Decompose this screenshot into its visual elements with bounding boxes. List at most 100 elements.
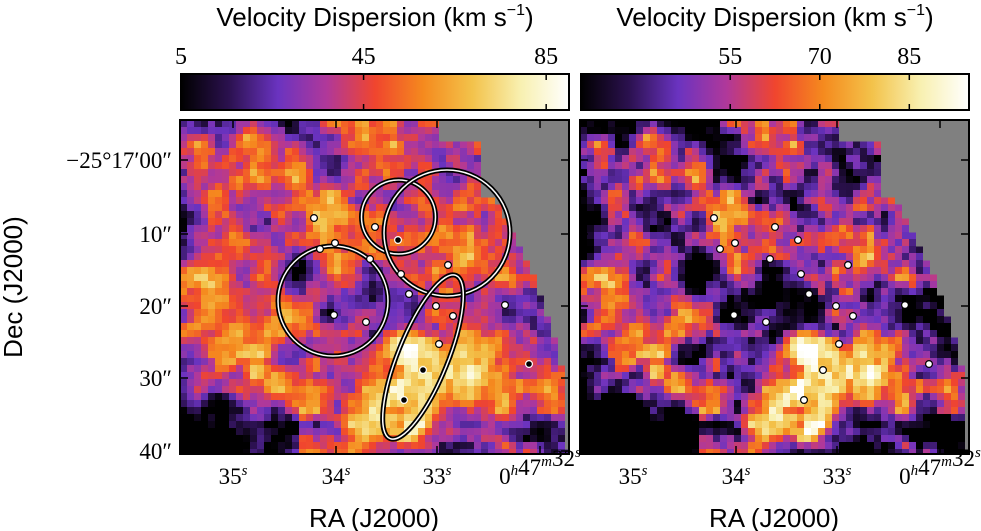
no-data-cell — [509, 211, 517, 219]
heatmap-cell — [243, 372, 251, 380]
heatmap-cell — [685, 183, 693, 191]
heatmap-cell — [285, 225, 293, 233]
heatmap-cell — [783, 323, 791, 331]
heatmap-cell — [208, 232, 216, 240]
heatmap-cell — [390, 400, 398, 408]
heatmap-cell — [860, 155, 868, 163]
heatmap-cell — [692, 309, 700, 317]
heatmap-cell — [397, 372, 405, 380]
heatmap-cell — [734, 134, 742, 142]
heatmap-cell — [397, 393, 405, 401]
heatmap-cell — [180, 183, 188, 191]
heatmap-cell — [194, 218, 202, 226]
heatmap-cell — [348, 323, 356, 331]
heatmap-cell — [727, 246, 735, 254]
heatmap-cell — [622, 204, 630, 212]
heatmap-cell — [348, 127, 356, 135]
heatmap-cell — [643, 183, 651, 191]
heatmap-cell — [502, 428, 510, 436]
heatmap-cell — [313, 120, 321, 128]
no-data-cell — [509, 141, 517, 149]
heatmap-cell — [369, 295, 377, 303]
heatmap-cell — [411, 239, 419, 247]
heatmap-cell — [867, 239, 875, 247]
heatmap-cell — [453, 435, 461, 443]
heatmap-cell — [846, 246, 854, 254]
heatmap-cell — [271, 316, 279, 324]
heatmap-cell — [348, 134, 356, 142]
heatmap-cell — [818, 183, 826, 191]
heatmap-cell — [306, 316, 314, 324]
heatmap-cell — [488, 365, 496, 373]
heatmap-cell — [657, 127, 665, 135]
heatmap-cell — [474, 302, 482, 310]
heatmap-cell — [902, 260, 910, 268]
heatmap-cell — [741, 239, 749, 247]
heatmap-cell — [888, 225, 896, 233]
heatmap-cell — [271, 449, 279, 454]
heatmap-cell — [636, 127, 644, 135]
heatmap-cell — [832, 253, 840, 261]
heatmap-cell — [530, 274, 538, 282]
heatmap-cell — [285, 274, 293, 282]
heatmap-cell — [432, 295, 440, 303]
heatmap-cell — [818, 162, 826, 170]
heatmap-cell — [734, 267, 742, 275]
heatmap-cell — [797, 316, 805, 324]
heatmap-cell — [853, 337, 861, 345]
heatmap-cell — [888, 246, 896, 254]
heatmap-cell — [264, 218, 272, 226]
heatmap-cell — [362, 204, 370, 212]
heatmap-cell — [187, 288, 195, 296]
heatmap-cell — [425, 337, 433, 345]
heatmap-cell — [909, 246, 917, 254]
heatmap-cell — [797, 337, 805, 345]
heatmap-cell — [544, 351, 552, 359]
heatmap-cell — [243, 379, 251, 387]
heatmap-cell — [418, 218, 426, 226]
heatmap-cell — [341, 295, 349, 303]
heatmap-cell — [727, 267, 735, 275]
heatmap-cell — [446, 281, 454, 289]
heatmap-cell — [222, 260, 230, 268]
heatmap-cell — [783, 295, 791, 303]
heatmap-cell — [909, 323, 917, 331]
heatmap-cell — [916, 253, 924, 261]
heatmap-cell — [299, 351, 307, 359]
heatmap-cell — [657, 281, 665, 289]
heatmap-cell — [692, 197, 700, 205]
heatmap-cell — [755, 141, 763, 149]
heatmap-cell — [867, 246, 875, 254]
heatmap-cell — [580, 267, 588, 275]
heatmap-cell — [327, 372, 335, 380]
heatmap-cell — [320, 281, 328, 289]
heatmap-cell — [846, 316, 854, 324]
heatmap-cell — [229, 183, 237, 191]
no-data-cell — [565, 183, 569, 191]
heatmap-cell — [250, 232, 258, 240]
heatmap-cell — [811, 190, 819, 198]
heatmap-cell — [194, 449, 202, 454]
heatmap-cell — [194, 435, 202, 443]
heatmap-cell — [509, 260, 517, 268]
heatmap-cell — [874, 232, 882, 240]
heatmap-cell — [292, 267, 300, 275]
heatmap-cell — [348, 176, 356, 184]
heatmap-cell — [622, 267, 630, 275]
heatmap-cell — [860, 211, 868, 219]
heatmap-cell — [811, 281, 819, 289]
no-data-cell — [523, 134, 531, 142]
heatmap-cell — [278, 141, 286, 149]
heatmap-cell — [201, 295, 209, 303]
heatmap-cell — [685, 288, 693, 296]
heatmap-cell — [299, 393, 307, 401]
heatmap-cell — [685, 211, 693, 219]
heatmap-cell — [734, 316, 742, 324]
heatmap-cell — [180, 449, 188, 454]
heatmap-cell — [236, 232, 244, 240]
heatmap-cell — [608, 148, 616, 156]
heatmap-cell — [474, 218, 482, 226]
heatmap-cell — [923, 302, 931, 310]
heatmap-cell — [376, 295, 384, 303]
heatmap-cell — [264, 134, 272, 142]
